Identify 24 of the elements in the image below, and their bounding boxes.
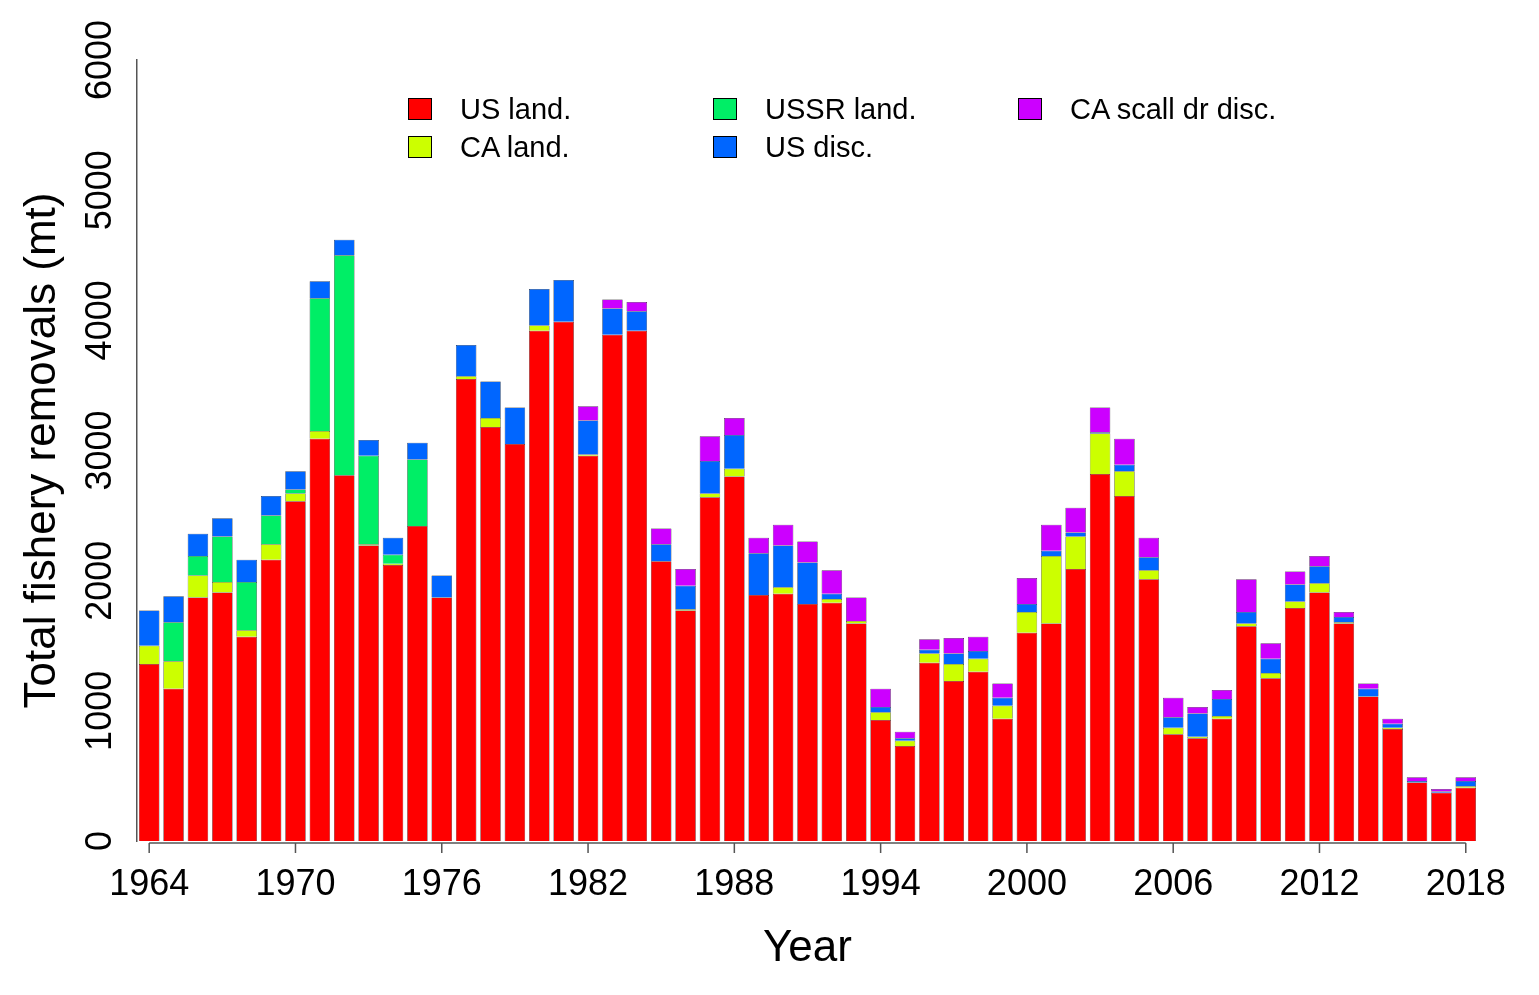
y-tick-label: 5000: [77, 150, 119, 231]
x-tick-label: 1970: [255, 861, 336, 903]
x-tick-label: 1982: [548, 861, 629, 903]
x-tick-label: 1964: [109, 861, 190, 903]
y-tick-label: 4000: [77, 280, 119, 361]
x-tick-label: 2000: [986, 861, 1067, 903]
y-tick-label: 1000: [77, 670, 119, 751]
y-tick-label: 2000: [77, 540, 119, 621]
x-tick-label: 1994: [840, 861, 921, 903]
legend-label: CA scall dr disc.: [1070, 92, 1277, 126]
y-tick-label: 6000: [77, 19, 119, 101]
legend-label: US land.: [460, 92, 572, 126]
x-tick-label: 2006: [1133, 861, 1214, 903]
legend-label: CA land.: [460, 130, 570, 164]
y-axis-title: Total fishery removals (mt): [14, 192, 64, 709]
x-tick-label: 1988: [694, 861, 775, 903]
x-tick-label: 2018: [1425, 861, 1506, 903]
y-tick-label: 0: [77, 830, 119, 852]
x-axis-title: Year: [763, 920, 852, 970]
legend-label: USSR land.: [765, 92, 917, 126]
x-tick-label: 2012: [1279, 861, 1360, 903]
legend-label: US disc.: [765, 130, 873, 164]
x-tick-label: 1976: [401, 861, 482, 903]
y-tick-label: 3000: [77, 410, 119, 491]
